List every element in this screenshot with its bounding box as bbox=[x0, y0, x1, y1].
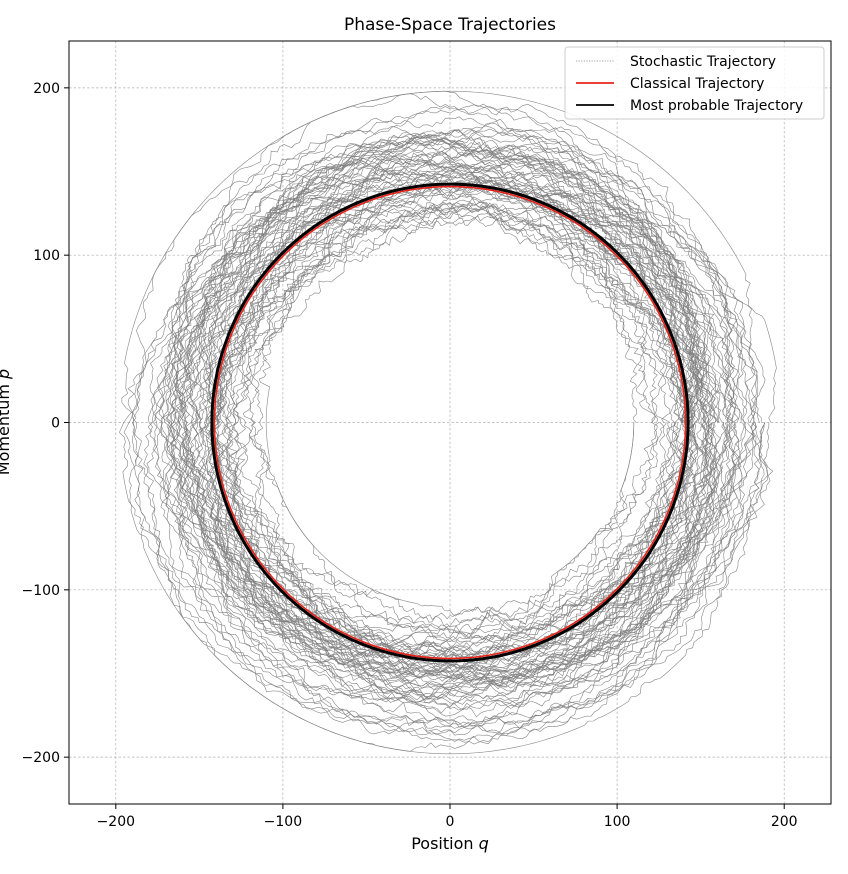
stochastic-trajectory-line bbox=[186, 187, 719, 705]
stochastic-trajectory-line bbox=[247, 196, 684, 640]
stochastic-trajectory-line bbox=[123, 90, 766, 752]
most-probable-trajectory-line bbox=[210, 182, 690, 663]
y-tick-label: −200 bbox=[22, 750, 60, 766]
x-tick-label: 100 bbox=[604, 814, 631, 830]
legend-label-classical: Classical Trajectory bbox=[630, 76, 764, 92]
stochastic-trajectory-line bbox=[159, 162, 730, 697]
x-axis-label: Position bbox=[411, 834, 473, 853]
legend: Stochastic Trajectory Classical Trajecto… bbox=[564, 46, 825, 120]
stochastic-trajectory-line bbox=[180, 170, 723, 707]
stochastic-trajectory-line bbox=[119, 103, 765, 755]
x-axis-variable: q bbox=[479, 834, 489, 853]
stochastic-trajectory-line bbox=[153, 166, 743, 700]
x-tick-label: −100 bbox=[264, 814, 302, 830]
legend-box bbox=[564, 46, 825, 120]
y-tick-label: −100 bbox=[22, 583, 60, 599]
stochastic-trajectory-line bbox=[185, 140, 733, 695]
stochastic-trajectory-line bbox=[226, 212, 656, 656]
stochastic-trajectory-line bbox=[153, 137, 765, 742]
stochastic-trajectory-line bbox=[222, 150, 710, 639]
stochastic-trajectory-line bbox=[146, 129, 717, 718]
x-axis-title: Position q bbox=[411, 834, 489, 853]
stochastic-trajectory-line bbox=[209, 146, 755, 683]
stochastic-trajectory-line bbox=[143, 152, 741, 735]
chart-title: Phase-Space Trajectories bbox=[344, 15, 556, 35]
y-tick-label: 200 bbox=[33, 81, 60, 97]
stochastic-trajectory-line bbox=[166, 163, 733, 682]
stochastic-trajectory-line bbox=[121, 90, 777, 736]
stochastic-trajectory-line bbox=[198, 182, 704, 670]
stochastic-trajectory-line bbox=[164, 103, 768, 690]
x-tick-label: −200 bbox=[97, 814, 135, 830]
stochastic-trajectory-line bbox=[201, 170, 695, 676]
y-tick-label: 100 bbox=[33, 248, 60, 264]
legend-label-stochastic: Stochastic Trajectory bbox=[630, 54, 776, 70]
legend-label-most-probable: Most probable Trajectory bbox=[630, 98, 803, 114]
stochastic-trajectory-line bbox=[228, 183, 675, 635]
stochastic-trajectory-line bbox=[198, 129, 755, 728]
stochastic-trajectory-line bbox=[190, 122, 747, 711]
stochastic-trajectory-line bbox=[258, 215, 672, 643]
stochastic-trajectory-line bbox=[203, 178, 713, 680]
x-axis-ticks: −200 −100 0 100 200 bbox=[97, 804, 798, 830]
y-axis-variable: p bbox=[0, 369, 13, 380]
stochastic-trajectory-line bbox=[175, 128, 770, 717]
most-probable-trajectory bbox=[210, 182, 690, 663]
classical-trajectory-line bbox=[213, 185, 687, 660]
stochastic-trajectory-line bbox=[185, 125, 703, 675]
classical-trajectory bbox=[213, 185, 687, 660]
y-axis-title: Momentum p bbox=[0, 369, 13, 475]
stochastic-trajectory-line bbox=[165, 168, 638, 649]
stochastic-trajectory-line bbox=[176, 134, 766, 703]
y-axis-label: Momentum bbox=[0, 384, 13, 475]
stochastic-trajectory-line bbox=[150, 158, 747, 745]
stochastic-trajectory-line bbox=[228, 179, 716, 659]
stochastic-trajectory-line bbox=[217, 203, 681, 624]
x-tick-label: 200 bbox=[771, 814, 798, 830]
stochastic-trajectory-line bbox=[207, 201, 715, 681]
y-tick-label: 0 bbox=[51, 416, 60, 432]
stochastic-trajectory-line bbox=[221, 205, 688, 664]
stochastic-trajectory-line bbox=[170, 131, 710, 659]
x-tick-label: 0 bbox=[446, 814, 455, 830]
stochastic-trajectories bbox=[119, 90, 777, 755]
y-axis-ticks: −200 −100 0 100 200 bbox=[22, 81, 69, 766]
stochastic-trajectory-line bbox=[161, 116, 735, 703]
